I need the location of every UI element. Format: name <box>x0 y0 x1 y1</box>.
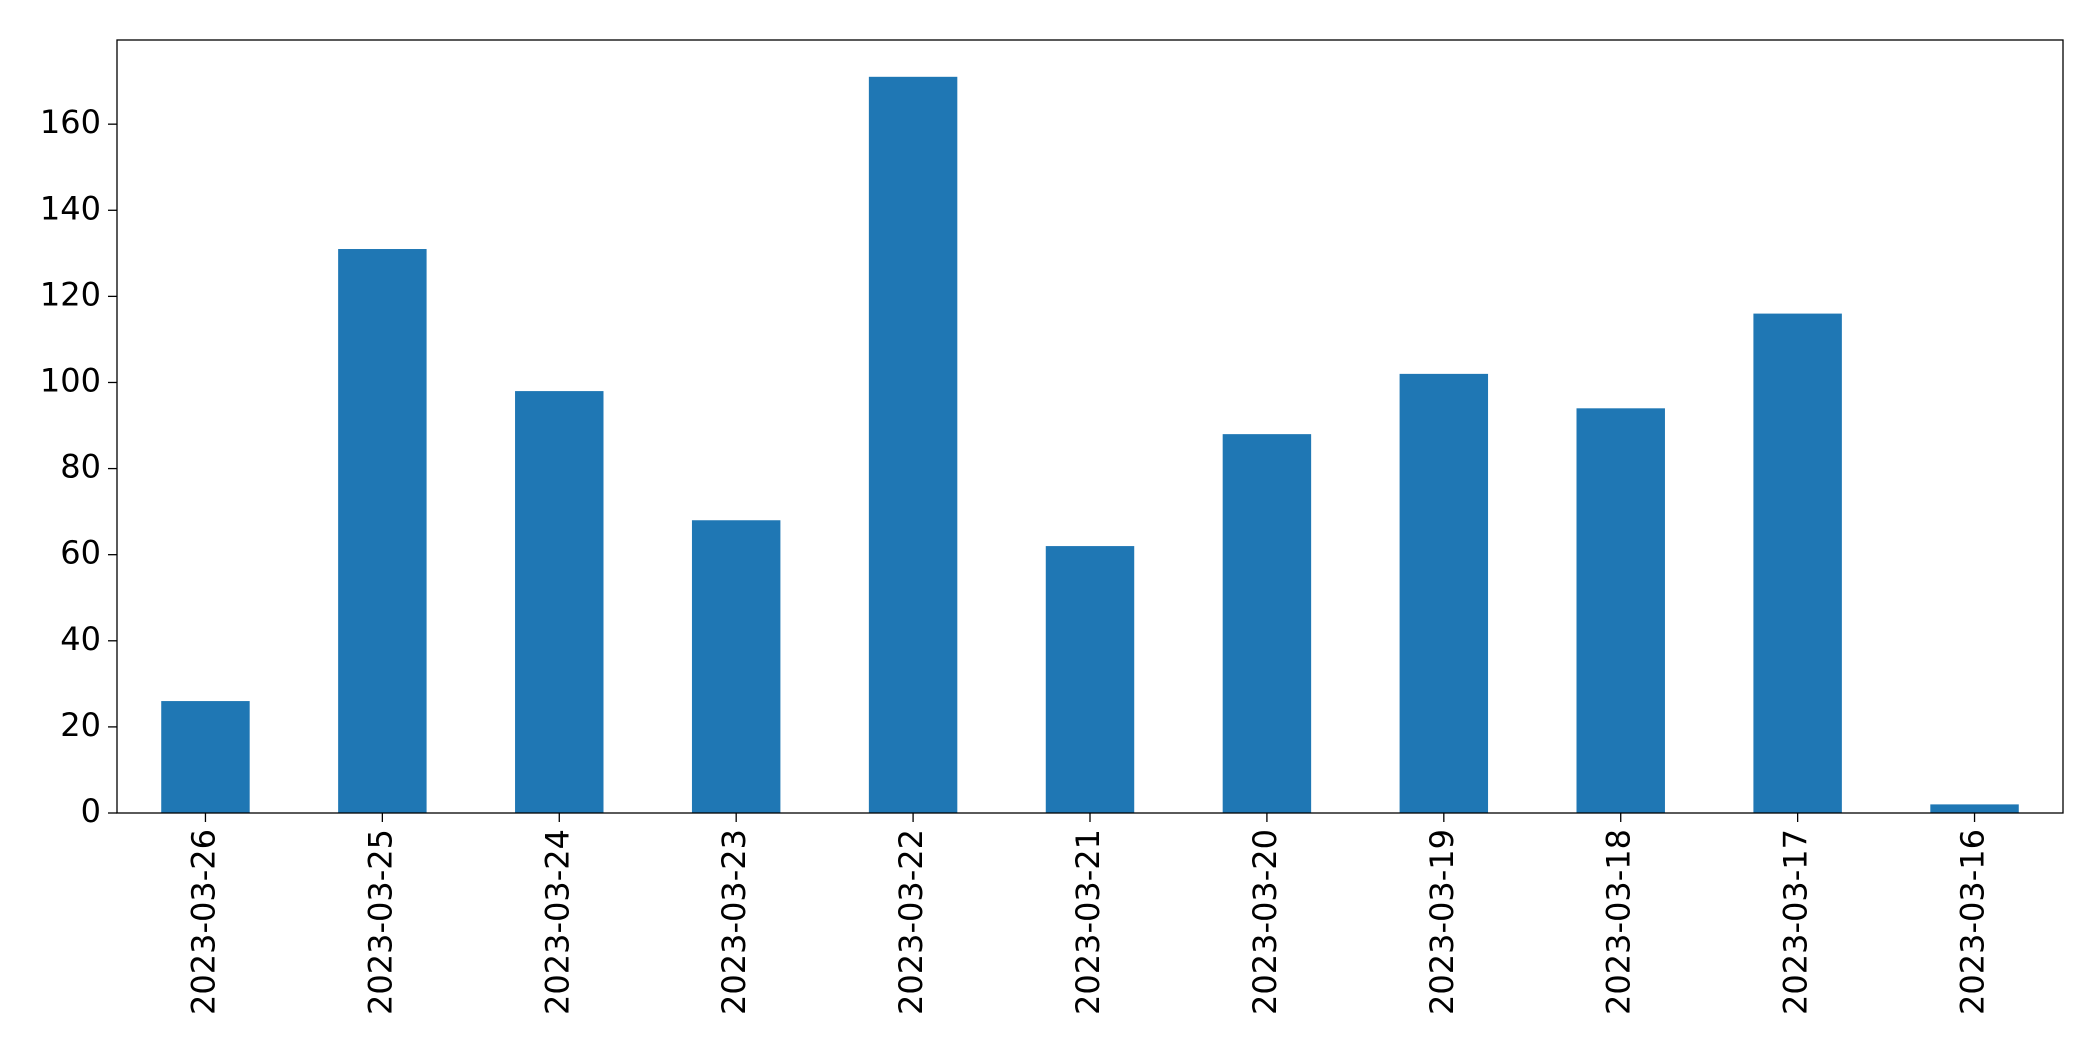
y-tick-label: 160 <box>40 103 101 141</box>
y-tick-label: 80 <box>60 448 101 486</box>
y-tick-label: 100 <box>40 361 101 399</box>
x-tick-label: 2023-03-25 <box>361 829 399 1015</box>
bar <box>1753 313 1842 813</box>
bar <box>161 701 250 813</box>
y-tick-label: 60 <box>60 534 101 572</box>
x-tick-label: 2023-03-24 <box>538 829 576 1015</box>
bar <box>515 391 604 813</box>
y-tick-label: 0 <box>81 792 101 830</box>
x-tick-label: 2023-03-23 <box>715 829 753 1015</box>
y-tick-label: 20 <box>60 706 101 744</box>
x-tick-label: 2023-03-22 <box>892 829 930 1015</box>
bar <box>1045 546 1135 813</box>
bar <box>1222 434 1312 813</box>
bar <box>868 76 958 814</box>
bar <box>1930 804 2019 813</box>
x-tick-label: 2023-03-26 <box>184 829 222 1015</box>
bar <box>338 249 427 813</box>
x-tick-label: 2023-03-17 <box>1777 829 1815 1015</box>
y-tick-label: 120 <box>40 275 101 313</box>
bar <box>1576 408 1665 813</box>
bar <box>1399 373 1489 813</box>
x-tick-label: 2023-03-21 <box>1069 829 1107 1015</box>
x-tick-label: 2023-03-20 <box>1246 829 1284 1015</box>
y-tick-label: 140 <box>40 189 101 227</box>
y-tick-label: 40 <box>60 620 101 658</box>
plot-frame <box>116 39 2064 814</box>
bar <box>691 520 781 813</box>
x-tick-label: 2023-03-18 <box>1600 829 1638 1015</box>
x-tick-label: 2023-03-16 <box>1954 829 1992 1015</box>
x-tick-label: 2023-03-19 <box>1423 829 1461 1015</box>
